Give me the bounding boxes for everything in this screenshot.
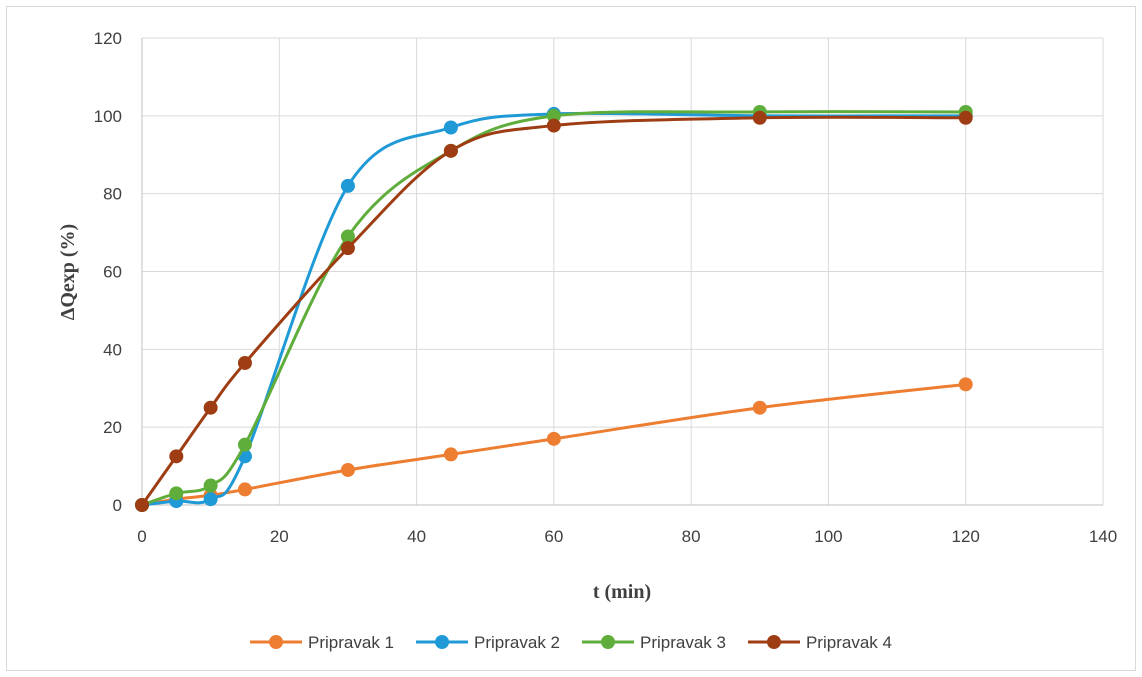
data-point [443, 120, 458, 135]
legend-marker [601, 635, 615, 649]
x-tick-label: 100 [814, 527, 842, 546]
y-tick-label: 80 [103, 185, 122, 204]
data-point [203, 492, 218, 507]
plot-series [135, 104, 973, 512]
x-tick-label: 80 [682, 527, 701, 546]
data-point [237, 482, 252, 497]
data-point [169, 486, 184, 501]
x-tick-label: 140 [1089, 527, 1117, 546]
legend-item: Pripravak 4 [747, 633, 892, 652]
legend-marker [269, 635, 284, 649]
legend-marker [435, 635, 450, 649]
x-tick-label: 40 [407, 527, 426, 546]
data-point [237, 355, 252, 370]
y-tick-labels: 0 20 40 60 80 100 120 [94, 29, 122, 515]
legend-marker [766, 635, 781, 649]
data-point [958, 377, 973, 392]
data-point [752, 400, 767, 415]
x-tick-label: 20 [270, 527, 289, 546]
data-point [546, 118, 561, 133]
data-point [340, 241, 355, 256]
data-point [340, 462, 355, 477]
data-point [203, 478, 218, 493]
data-point [135, 498, 149, 512]
data-point [169, 449, 184, 464]
legend-item: Pripravak 3 [582, 633, 726, 652]
data-point [340, 229, 355, 244]
data-point [546, 108, 561, 123]
legend: Pripravak 1 Pripravak 2 Pripravak 3 Priprav… [250, 633, 892, 652]
data-point [340, 178, 355, 193]
legend-label: Pripravak 1 [308, 633, 394, 652]
data-point [443, 447, 458, 462]
data-point [203, 400, 218, 415]
data-point [752, 110, 767, 125]
data-point [546, 431, 561, 446]
y-tick-label: 0 [113, 496, 122, 515]
legend-item: Pripravak 2 [416, 633, 560, 652]
legend-item: Pripravak 1 [250, 633, 394, 652]
axes [141, 38, 1103, 506]
legend-label: Pripravak 3 [640, 633, 726, 652]
x-tick-label: 0 [137, 527, 146, 546]
y-tick-label: 100 [94, 107, 122, 126]
y-tick-label: 60 [103, 263, 122, 282]
x-tick-label: 60 [544, 527, 563, 546]
data-point [958, 110, 973, 125]
x-tick-label: 120 [952, 527, 980, 546]
legend-label: Pripravak 4 [806, 633, 892, 652]
x-axis-title: t (min) [593, 581, 651, 603]
gridlines [142, 37, 1104, 505]
legend-label: Pripravak 2 [474, 633, 560, 652]
y-tick-label: 20 [103, 418, 122, 437]
series-4 [135, 110, 973, 512]
data-point [443, 143, 458, 158]
y-tick-label: 40 [103, 340, 122, 359]
x-tick-labels: 0 20 40 60 80 100 120 140 [137, 527, 1117, 546]
y-axis-title: ΔQexp (%) [57, 224, 79, 320]
data-point [237, 437, 252, 452]
y-tick-label: 120 [94, 29, 122, 48]
